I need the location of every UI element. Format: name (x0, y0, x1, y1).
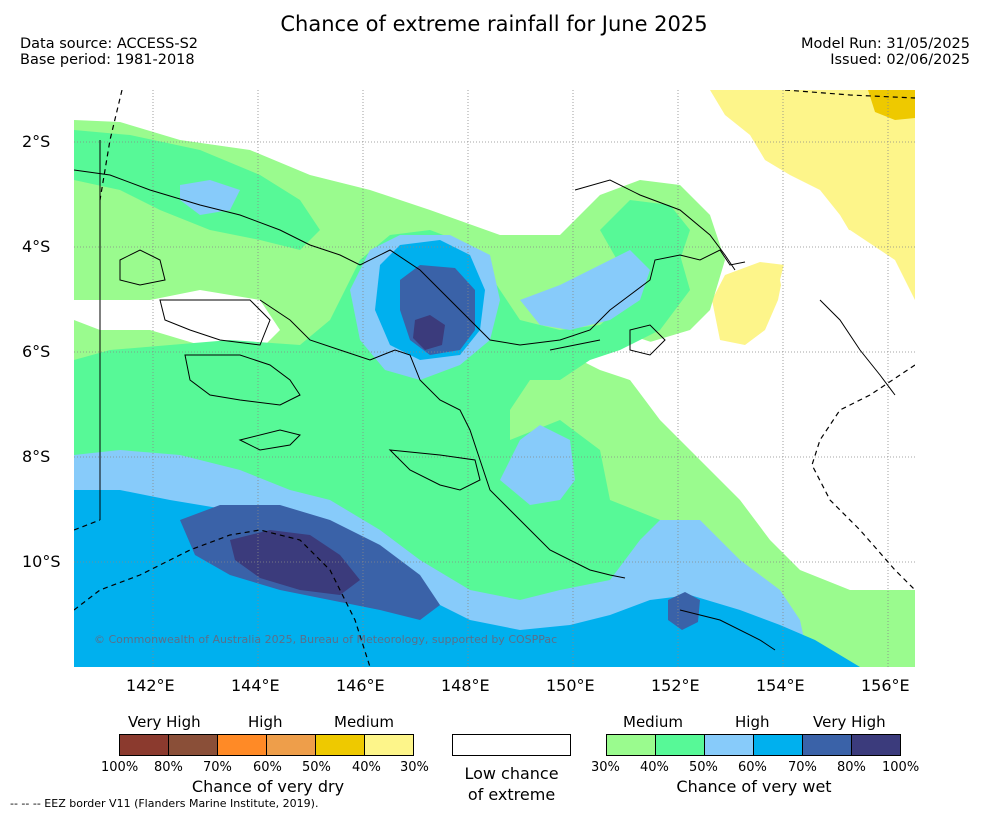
legend-tick: 60% (253, 760, 282, 775)
legend-tick: 80% (837, 760, 866, 775)
legend-swatch (655, 734, 705, 756)
legend-tick: 60% (738, 760, 767, 775)
lon-label: 150°E (546, 676, 595, 695)
legend-swatch (606, 734, 656, 756)
legend-tick: 40% (640, 760, 669, 775)
legend-head: High (735, 713, 770, 731)
lon-label: 152°E (651, 676, 700, 695)
wet-caption: Chance of very wet (676, 777, 832, 796)
lon-label: 148°E (441, 676, 490, 695)
coastlines (74, 140, 896, 651)
legend-swatch (753, 734, 803, 756)
dry-caption: Chance of very dry (191, 777, 345, 796)
legend-tick: 40% (352, 760, 381, 775)
lat-label: 2°S (22, 132, 51, 151)
legend-head: Very High (813, 713, 886, 731)
lat-label: 10°S (22, 552, 61, 571)
legend-head: Medium (334, 713, 394, 731)
legend-tick: 30% (400, 760, 429, 775)
lat-label: 6°S (22, 342, 51, 361)
lat-label: 4°S (22, 237, 51, 256)
base-period-text: Base period: 1981-2018 (20, 52, 195, 68)
model-run-text: Model Run: 31/05/2025 (800, 36, 970, 52)
lon-label: 142°E (126, 676, 175, 695)
lon-label: 154°E (756, 676, 805, 695)
legend-tick: 70% (788, 760, 817, 775)
low-chance-swatch (452, 734, 571, 756)
legend-head: High (248, 713, 283, 731)
legend-swatch (315, 734, 365, 756)
map-title: Chance of extreme rainfall for June 2025 (280, 12, 708, 36)
legend-swatch (851, 734, 901, 756)
legend-swatch (364, 734, 414, 756)
lat-label: 8°S (22, 447, 51, 466)
legend-tick: 30% (591, 760, 620, 775)
lon-label: 146°E (336, 676, 385, 695)
eez-footnote: -- -- -- EEZ border V11 (Flanders Marine… (10, 797, 319, 810)
legend-head: Medium (623, 713, 683, 731)
legend-tick: 100% (882, 760, 920, 775)
issued-text: Issued: 02/06/2025 (830, 52, 970, 68)
legend-swatch (119, 734, 169, 756)
lon-label: 156°E (861, 676, 910, 695)
legend-tick: 50% (302, 760, 331, 775)
probability-fields (74, 90, 915, 667)
eez-borders (74, 90, 915, 667)
data-source-text: Data source: ACCESS-S2 (20, 36, 199, 52)
legend-swatch (704, 734, 754, 756)
legend-tick: 70% (203, 760, 232, 775)
low-caption-line2: of extreme (467, 785, 556, 804)
legend-head: Very High (128, 713, 201, 731)
legend-tick: 50% (689, 760, 718, 775)
legend-tick: 80% (154, 760, 183, 775)
legend-swatch (802, 734, 852, 756)
legend-tick: 100% (101, 760, 139, 775)
legend-swatch (217, 734, 267, 756)
lon-label: 144°E (231, 676, 280, 695)
legend-swatch (168, 734, 218, 756)
copyright-text: © Commonwealth of Australia 2025, Bureau… (94, 633, 558, 646)
low-caption-line1: Low chance (464, 764, 559, 783)
legend-swatch (266, 734, 316, 756)
